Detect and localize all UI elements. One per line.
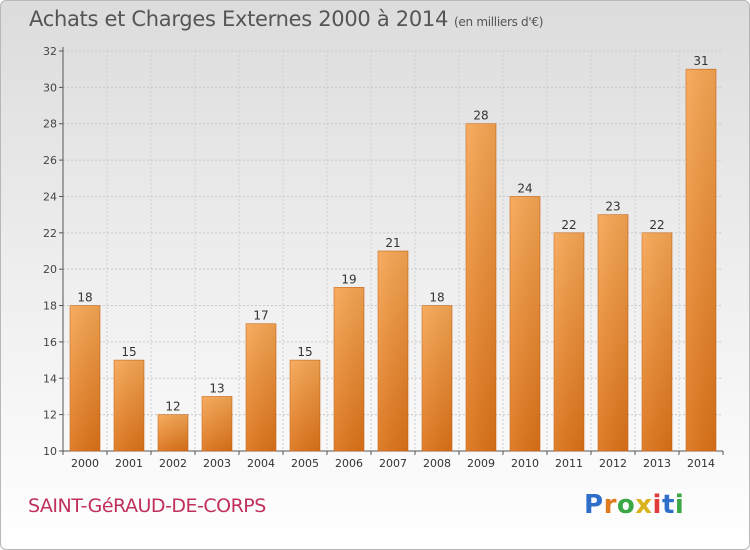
chart-title-text: Achats et Charges Externes 2000 à 2014: [29, 7, 449, 31]
bar-shade: [686, 69, 716, 451]
x-tick-label: 2005: [291, 457, 319, 470]
y-tick-label: 30: [43, 81, 57, 94]
data-label: 22: [561, 218, 576, 232]
data-label: 13: [209, 381, 224, 395]
bar-shade: [70, 305, 100, 451]
x-tick-label: 2001: [115, 457, 143, 470]
bar-shade: [246, 323, 276, 451]
x-tick-label: 2010: [511, 457, 539, 470]
x-tick-label: 2014: [687, 457, 715, 470]
x-tick-label: 2006: [335, 457, 363, 470]
bar-shade: [466, 123, 496, 452]
data-label: 28: [473, 109, 488, 123]
logo-letter: r: [603, 490, 617, 520]
bar-shade: [378, 251, 408, 451]
bar-shade: [202, 396, 232, 451]
y-tick-label: 12: [43, 409, 57, 422]
y-tick-label: 10: [43, 445, 57, 458]
x-tick-label: 2012: [599, 457, 627, 470]
logo-letter: o: [616, 490, 636, 520]
axes: 10 12 14 16 18 20 22 24 26 28 30 32: [43, 45, 724, 458]
data-label: 18: [77, 291, 92, 305]
commune-name: SAINT-GéRAUD-DE-CORPS: [28, 495, 266, 517]
chart-title: Achats et Charges Externes 2000 à 2014 (e…: [29, 7, 543, 31]
proxiti-logo: Proxiti: [584, 490, 684, 520]
bar-shade: [642, 232, 672, 451]
x-tick-label: 2002: [159, 457, 187, 470]
y-tick-label: 24: [43, 190, 57, 203]
x-tick-label: 2003: [203, 457, 231, 470]
data-label: 19: [341, 272, 356, 286]
y-tick-label: 28: [43, 118, 57, 131]
logo-letter: P: [584, 490, 604, 520]
bar-shade: [422, 305, 452, 451]
x-tick-label: 2008: [423, 457, 451, 470]
x-tick-label: 2000: [71, 457, 99, 470]
x-tick-label: 2004: [247, 457, 275, 470]
x-tick-label: 2011: [555, 457, 583, 470]
y-tick-label: 22: [43, 227, 57, 240]
y-tick-label: 18: [43, 300, 57, 313]
bar-shade: [510, 196, 540, 451]
chart-subtitle: (en milliers d'€): [454, 15, 544, 29]
bar-shade: [334, 287, 364, 451]
data-label: 22: [649, 218, 664, 232]
logo-letter: i: [674, 490, 685, 520]
data-label: 12: [165, 400, 180, 414]
logo-letter: x: [635, 490, 653, 520]
bar-shade: [598, 214, 628, 451]
bar-shade: [158, 414, 188, 451]
data-label: 18: [429, 291, 444, 305]
bar-shade: [114, 360, 144, 451]
x-tick-label: 2007: [379, 457, 407, 470]
data-labels: 18 2000 15 2001 12 2002 13 2003 17 2004 15 2005 19 20…: [71, 54, 715, 470]
data-label: 17: [253, 309, 268, 323]
data-label: 31: [693, 54, 708, 68]
bars: [69, 68, 717, 452]
y-tick-label: 16: [43, 336, 57, 349]
logo-letter: t: [661, 490, 675, 520]
x-tick-label: 2009: [467, 457, 495, 470]
x-tick-label: 2013: [643, 457, 671, 470]
y-tick-label: 20: [43, 263, 57, 276]
bar-shade: [554, 232, 584, 451]
logo-letter: i: [652, 490, 662, 520]
data-label: 15: [121, 345, 136, 359]
data-label: 21: [385, 236, 400, 250]
y-tick-label: 32: [43, 45, 57, 58]
y-tick-label: 26: [43, 154, 57, 167]
data-label: 23: [605, 200, 620, 214]
data-label: 15: [297, 345, 312, 359]
data-label: 24: [517, 181, 532, 195]
y-tick-label: 14: [43, 372, 57, 385]
bar-shade: [290, 360, 320, 451]
